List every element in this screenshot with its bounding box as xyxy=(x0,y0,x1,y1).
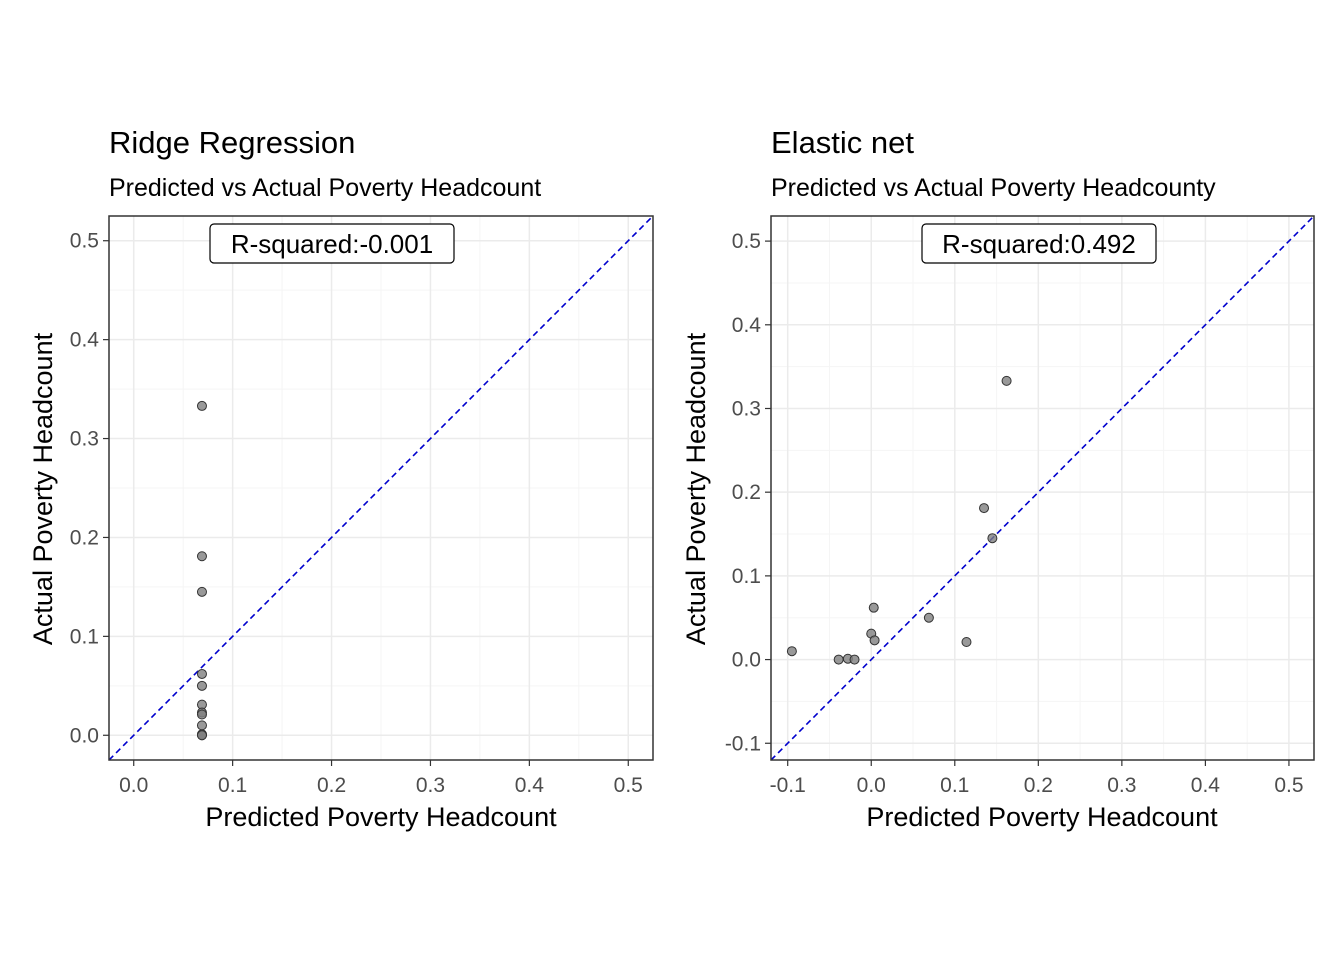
data-point xyxy=(786,646,797,657)
data-point xyxy=(868,602,879,613)
data-point xyxy=(196,680,207,691)
y-tick-label: 0.1 xyxy=(732,565,761,588)
panel-border xyxy=(770,215,1315,761)
data-point xyxy=(979,503,990,514)
x-tick-label: 0.4 xyxy=(1191,774,1221,797)
data-point xyxy=(961,636,972,647)
y-axis-label: Actual Poverty Headcount xyxy=(681,332,711,645)
y-tick-label: 0.0 xyxy=(732,649,761,672)
y-tick-label: 0.1 xyxy=(70,625,99,648)
data-point xyxy=(196,400,207,411)
data-point xyxy=(196,720,207,731)
y-tick-label: 0.4 xyxy=(732,314,762,337)
x-tick-label: 0.5 xyxy=(614,774,643,797)
r-squared-label: R-squared:-0.001 xyxy=(231,229,433,259)
data-point xyxy=(196,668,207,679)
identity-line xyxy=(108,215,654,761)
elastic-net-chart: Elastic net Predicted vs Actual Poverty … xyxy=(681,125,1315,832)
x-tick-label: 0.1 xyxy=(218,774,247,797)
y-axis-label: Actual Poverty Headcount xyxy=(28,332,58,645)
x-tick-label: -0.1 xyxy=(770,774,806,797)
data-point xyxy=(196,730,207,741)
r-squared-annotation: R-squared:0.492 xyxy=(921,223,1157,264)
x-tick-label: 0.0 xyxy=(119,774,148,797)
chart-title: Elastic net xyxy=(771,125,914,160)
y-tick-label: 0.4 xyxy=(70,329,100,352)
scatter-points xyxy=(196,400,207,741)
y-tick-label: 0.2 xyxy=(70,526,99,549)
scatter-points xyxy=(786,375,1012,665)
grid xyxy=(771,216,1314,760)
x-tick-label: 0.2 xyxy=(317,774,346,797)
x-axis-label: Predicted Poverty Headcount xyxy=(866,802,1218,832)
data-point xyxy=(196,709,207,720)
y-axis-ticks: 0.0 0.1 0.2 0.3 0.4 0.5 xyxy=(70,230,109,747)
y-tick-label: 0.5 xyxy=(70,230,99,253)
x-tick-label: 0.3 xyxy=(416,774,445,797)
data-point xyxy=(987,533,998,544)
reference-line xyxy=(770,215,1315,761)
chart-subtitle: Predicted vs Actual Poverty Headcounty xyxy=(771,174,1216,202)
y-tick-label: -0.1 xyxy=(725,732,761,755)
y-tick-label: 0.5 xyxy=(732,230,761,253)
data-point xyxy=(849,654,860,665)
x-tick-label: 0.0 xyxy=(857,774,886,797)
x-axis-ticks: 0.0 0.1 0.2 0.3 0.4 0.5 xyxy=(119,760,643,797)
x-tick-label: 0.3 xyxy=(1107,774,1136,797)
y-tick-label: 0.3 xyxy=(70,428,99,451)
y-axis-ticks: -0.1 0.0 0.1 0.2 0.3 0.4 0.5 xyxy=(725,230,771,755)
reference-line xyxy=(108,215,654,761)
x-tick-label: 0.5 xyxy=(1274,774,1303,797)
annotation-box xyxy=(921,223,1157,264)
data-point xyxy=(833,654,844,665)
identity-line xyxy=(770,215,1315,761)
data-point xyxy=(1001,375,1012,386)
data-point xyxy=(869,635,880,646)
x-axis-ticks: -0.1 0.0 0.1 0.2 0.3 0.4 0.5 xyxy=(770,760,1304,797)
y-tick-label: 0.2 xyxy=(732,481,761,504)
ridge-regression-chart: Ridge Regression Predicted vs Actual Pov… xyxy=(28,125,654,832)
data-point xyxy=(196,586,207,597)
y-tick-label: 0.0 xyxy=(70,724,99,747)
annotation-box xyxy=(209,223,455,264)
r-squared-annotation: R-squared:-0.001 xyxy=(209,223,455,264)
x-axis-label: Predicted Poverty Headcount xyxy=(205,802,557,832)
x-tick-label: 0.2 xyxy=(1024,774,1053,797)
chart-subtitle: Predicted vs Actual Poverty Headcount xyxy=(109,174,541,202)
chart-title: Ridge Regression xyxy=(109,125,355,160)
x-tick-label: 0.4 xyxy=(515,774,545,797)
panel-border xyxy=(108,215,654,761)
data-point xyxy=(923,612,934,623)
r-squared-label: R-squared:0.492 xyxy=(942,229,1136,259)
data-point xyxy=(196,551,207,562)
y-tick-label: 0.3 xyxy=(732,397,761,420)
x-tick-label: 0.1 xyxy=(940,774,969,797)
